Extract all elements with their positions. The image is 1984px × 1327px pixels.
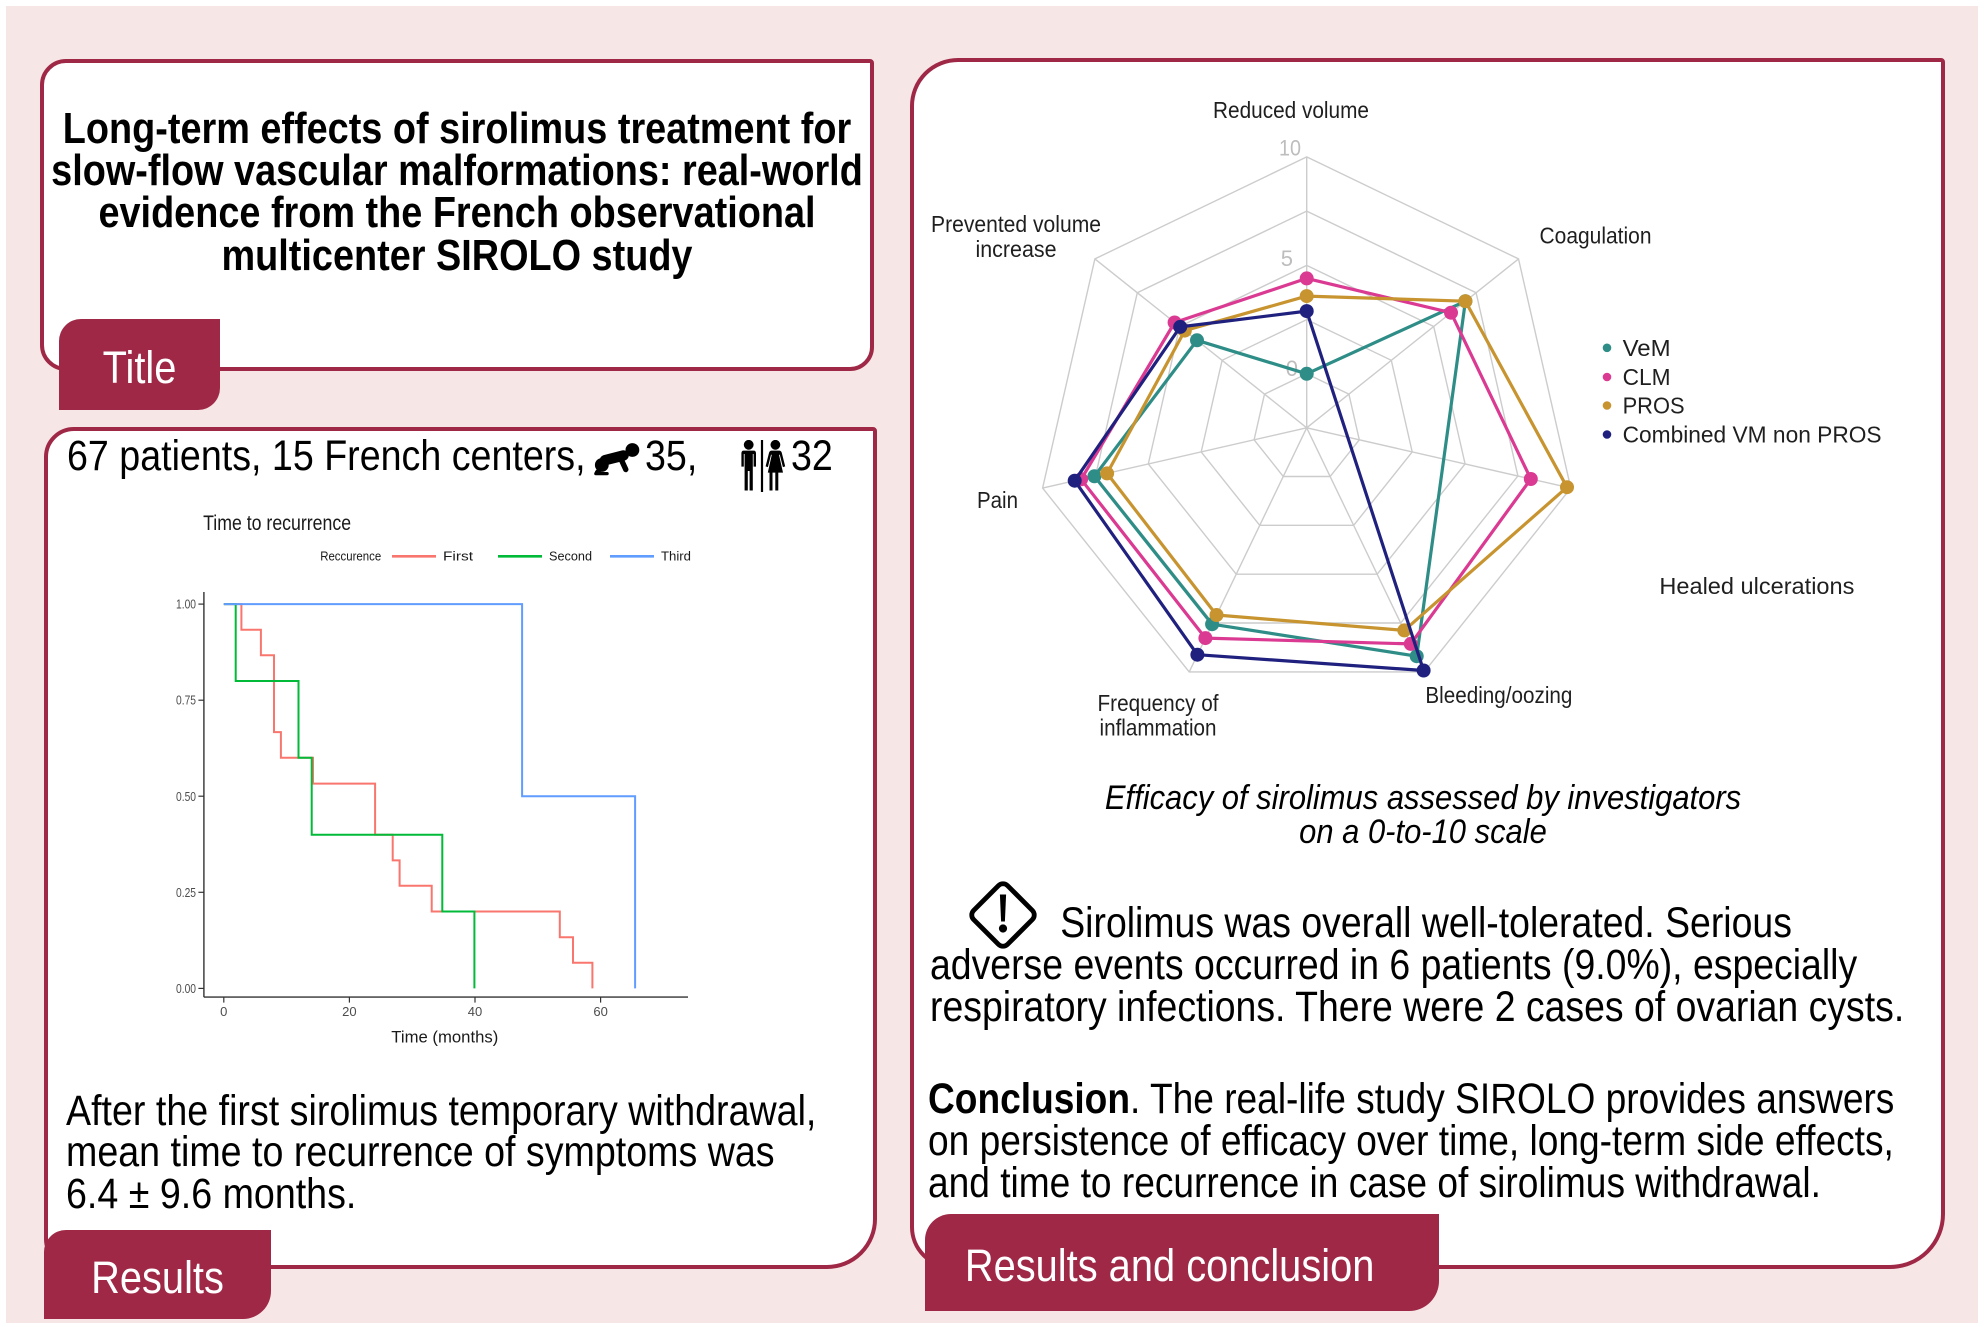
- svg-text:CLM: CLM: [1623, 364, 1671, 390]
- svg-text:1.00: 1.00: [176, 597, 196, 612]
- svg-text:First: First: [443, 549, 474, 563]
- svg-text:5: 5: [1281, 246, 1293, 271]
- svg-text:20: 20: [342, 1004, 356, 1019]
- svg-text:Prevented volume: Prevented volume: [931, 211, 1101, 237]
- svg-text:Reccurence: Reccurence: [320, 549, 381, 563]
- svg-text:Second: Second: [549, 549, 592, 563]
- svg-text:Third: Third: [661, 549, 691, 563]
- svg-text:0.00: 0.00: [176, 981, 196, 996]
- svg-text:40: 40: [468, 1004, 482, 1019]
- svg-text:Coagulation: Coagulation: [1540, 222, 1652, 248]
- svg-text:0.50: 0.50: [176, 789, 196, 804]
- svg-text:0: 0: [220, 1004, 227, 1019]
- svg-text:0.25: 0.25: [176, 885, 196, 900]
- svg-text:PROS: PROS: [1623, 393, 1685, 419]
- svg-text:increase: increase: [976, 236, 1057, 262]
- svg-text:10: 10: [1279, 136, 1301, 161]
- svg-text:Time to recurrence: Time to recurrence: [203, 512, 351, 535]
- svg-text:Frequency of: Frequency of: [1098, 690, 1220, 716]
- svg-text:Reduced volume: Reduced volume: [1213, 97, 1369, 123]
- svg-text:VeM: VeM: [1623, 335, 1671, 361]
- svg-text:Pain: Pain: [977, 487, 1018, 513]
- svg-text:Combined VM non PROS: Combined VM non PROS: [1623, 422, 1882, 448]
- svg-text:Time (months): Time (months): [391, 1027, 498, 1046]
- svg-text:Healed ulcerations: Healed ulcerations: [1659, 573, 1854, 599]
- svg-text:0.75: 0.75: [176, 693, 196, 708]
- svg-text:inflammation: inflammation: [1100, 715, 1217, 741]
- svg-text:Bleeding/oozing: Bleeding/oozing: [1425, 682, 1572, 708]
- svg-text:60: 60: [593, 1004, 607, 1019]
